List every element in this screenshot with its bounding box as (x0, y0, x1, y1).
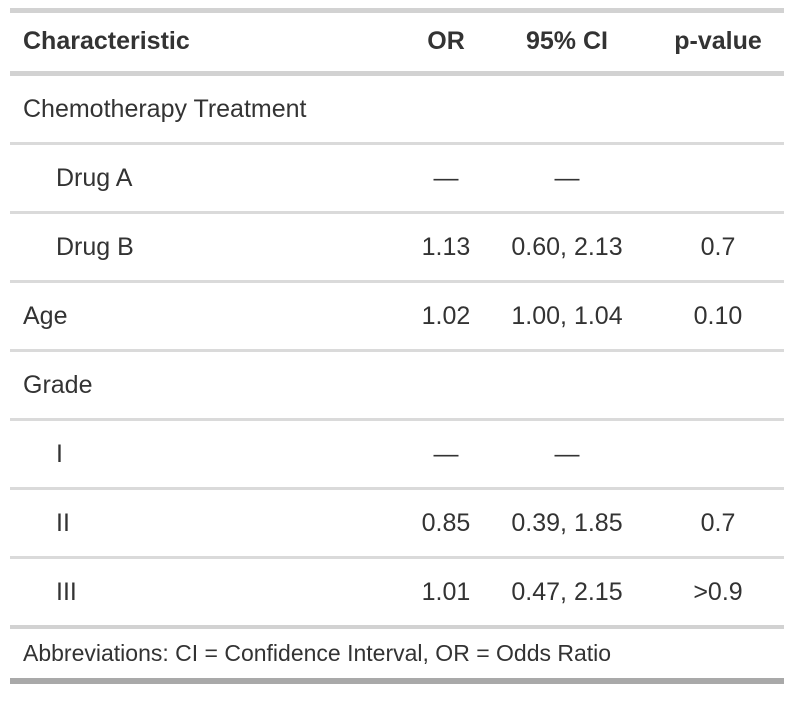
cell-p (652, 349, 784, 420)
cell-p: >0.9 (652, 556, 784, 627)
column-header-or: OR (410, 10, 482, 76)
cell-characteristic: II (10, 487, 410, 558)
cell-characteristic: III (10, 556, 410, 627)
cell-characteristic: Age (10, 280, 410, 351)
cell-or: — (410, 418, 482, 489)
summary-table: Characteristic OR 95% CI p-value Chemoth… (10, 8, 784, 684)
table-row: II 0.85 0.39, 1.85 0.7 (10, 487, 784, 558)
table-row: Chemotherapy Treatment (10, 74, 784, 144)
table-header: Characteristic OR 95% CI p-value (10, 10, 784, 76)
table-row: I — — (10, 418, 784, 489)
regression-summary-table: Characteristic OR 95% CI p-value Chemoth… (10, 8, 784, 684)
cell-p (652, 142, 784, 213)
cell-ci: 0.60, 2.13 (482, 211, 652, 282)
cell-or (410, 349, 482, 420)
column-header-95ci: 95% CI (482, 10, 652, 76)
abbreviations-note: Abbreviations: CI = Confidence Interval,… (10, 625, 784, 681)
cell-ci: 0.47, 2.15 (482, 556, 652, 627)
table-row: Drug A — — (10, 142, 784, 213)
table-row: Grade (10, 349, 784, 420)
column-header-characteristic: Characteristic (10, 10, 410, 76)
cell-p (652, 74, 784, 144)
cell-characteristic: Drug B (10, 211, 410, 282)
cell-ci: 1.00, 1.04 (482, 280, 652, 351)
table-row: Age 1.02 1.00, 1.04 0.10 (10, 280, 784, 351)
cell-characteristic: Chemotherapy Treatment (23, 95, 307, 123)
cell-ci: — (482, 418, 652, 489)
table-row: Drug B 1.13 0.60, 2.13 0.7 (10, 211, 784, 282)
cell-p: 0.7 (652, 487, 784, 558)
cell-or: 0.85 (410, 487, 482, 558)
cell-p: 0.10 (652, 280, 784, 351)
cell-ci: — (482, 142, 652, 213)
cell-or: 1.01 (410, 556, 482, 627)
cell-or: 1.13 (410, 211, 482, 282)
cell-or (410, 74, 482, 144)
cell-p (652, 418, 784, 489)
cell-ci (482, 74, 652, 144)
table-body: Chemotherapy Treatment Drug A — — Drug B… (10, 74, 784, 627)
table-row: III 1.01 0.47, 2.15 >0.9 (10, 556, 784, 627)
cell-or: — (410, 142, 482, 213)
column-header-p-value: p-value (652, 10, 784, 76)
cell-p: 0.7 (652, 211, 784, 282)
cell-characteristic: I (10, 418, 410, 489)
cell-ci (482, 349, 652, 420)
cell-characteristic: Drug A (10, 142, 410, 213)
cell-characteristic: Grade (10, 349, 410, 420)
footer-row: Abbreviations: CI = Confidence Interval,… (10, 625, 784, 681)
table-footer: Abbreviations: CI = Confidence Interval,… (10, 625, 784, 681)
cell-or: 1.02 (410, 280, 482, 351)
cell-ci: 0.39, 1.85 (482, 487, 652, 558)
header-row: Characteristic OR 95% CI p-value (10, 10, 784, 76)
